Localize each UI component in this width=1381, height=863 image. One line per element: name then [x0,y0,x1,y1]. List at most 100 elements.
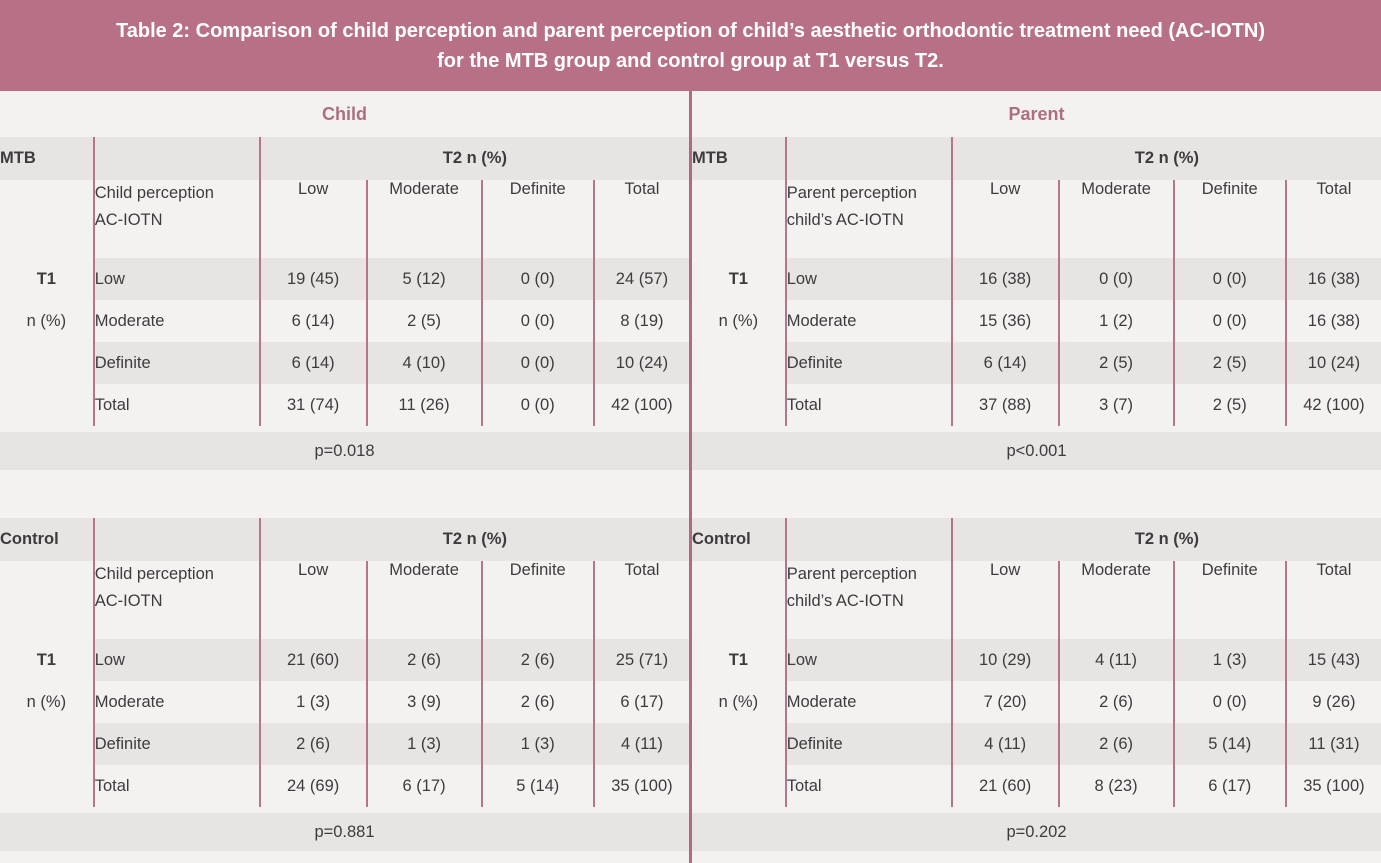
value-cell: 8 (23) [1057,765,1174,807]
column-header-definite: Definite [1172,561,1286,639]
value-cell: 21 (60) [258,639,367,681]
empty-cell [0,342,94,384]
perception-header-line2: child’s AC-IOTN [786,211,904,229]
group-header-row: Control T2 n (%) [692,518,1381,561]
group-header-row: MTB T2 n (%) [0,137,689,180]
table-title-banner: Table 2: Comparison of child perception … [0,0,1381,91]
value-cell: 35 (100) [1284,765,1381,807]
row-label: Low [92,639,260,681]
value-cell: 0 (0) [1172,258,1286,300]
group-header-row: Control T2 n (%) [0,518,689,561]
parent-panel-heading: Parent [1008,103,1065,124]
value-cell: 0 (0) [480,300,594,342]
value-cell: 7 (20) [950,681,1059,723]
value-cell: 11 (26) [365,384,482,426]
value-cell: 1 (3) [365,723,482,765]
panel-divider [689,91,692,863]
side-label-t1: T1 [692,258,786,300]
column-header-row: Parent perception child’s AC-IOTN Low Mo… [692,561,1381,639]
perception-header-line2: AC-IOTN [94,592,163,610]
value-cell: 4 (11) [950,723,1059,765]
value-cell: 31 (74) [258,384,367,426]
row-label: Definite [784,723,952,765]
row-label: Definite [92,342,260,384]
row-label: Total [784,765,952,807]
value-cell: 6 (17) [592,681,689,723]
empty-cell [692,342,786,384]
empty-cell [0,561,94,639]
perception-header-line1: Child perception [94,184,214,202]
table-row: T1 Low 21 (60) 2 (6) 2 (6) 25 (71) [0,639,689,681]
value-cell: 9 (26) [1284,681,1381,723]
row-label: Low [92,258,260,300]
table-row: T1 Low 10 (29) 4 (11) 1 (3) 15 (43) [692,639,1381,681]
side-label-t1: T1 [0,639,94,681]
table-row: Definite 2 (6) 1 (3) 1 (3) 4 (11) [0,723,689,765]
value-cell: 1 (3) [258,681,367,723]
p-value: p<0.001 [692,432,1381,470]
value-cell: 1 (3) [480,723,594,765]
side-label-npct: n (%) [692,681,786,723]
table-row: Total 21 (60) 8 (23) 6 (17) 35 (100) [692,765,1381,807]
child-control-table: Control T2 n (%) Child perception AC-IOT… [0,518,689,807]
value-cell: 21 (60) [950,765,1059,807]
column-header-definite: Definite [1172,180,1286,258]
value-cell: 16 (38) [1284,258,1381,300]
value-cell: 2 (5) [365,300,482,342]
empty-cell [692,561,786,639]
empty-cell [0,765,94,807]
perception-header: Child perception AC-IOTN [92,180,260,258]
row-label: Total [784,384,952,426]
value-cell: 6 (17) [365,765,482,807]
child-mtb-table: MTB T2 n (%) Child perception AC-IOTN Lo… [0,137,689,426]
value-cell: 5 (14) [1172,723,1286,765]
side-label-npct: n (%) [0,681,94,723]
t2-header: T2 n (%) [258,137,689,180]
value-cell: 0 (0) [1172,300,1286,342]
value-cell: 0 (0) [1172,681,1286,723]
row-label: Total [92,384,260,426]
perception-header: Parent perception child’s AC-IOTN [784,561,952,639]
value-cell: 37 (88) [950,384,1059,426]
panels-container: Child MTB T2 n (%) Child perception AC-I… [0,91,1381,863]
value-cell: 2 (5) [1057,342,1174,384]
column-header-row: Child perception AC-IOTN Low Moderate De… [0,561,689,639]
value-cell: 6 (17) [1172,765,1286,807]
column-header-total: Total [1284,180,1381,258]
column-header-total: Total [1284,561,1381,639]
parent-control-table: Control T2 n (%) Parent perception child… [692,518,1381,807]
row-label: Moderate [784,681,952,723]
column-header-row: Parent perception child’s AC-IOTN Low Mo… [692,180,1381,258]
value-cell: 6 (14) [950,342,1059,384]
value-cell: 16 (38) [1284,300,1381,342]
table-row: Definite 4 (11) 2 (6) 5 (14) 11 (31) [692,723,1381,765]
value-cell: 6 (14) [258,342,367,384]
p-value: p=0.018 [0,432,689,470]
empty-cell [692,723,786,765]
column-header-moderate: Moderate [1057,180,1174,258]
value-cell: 4 (11) [1057,639,1174,681]
column-header-definite: Definite [480,180,594,258]
perception-header-line1: Child perception [94,565,214,583]
t2-header: T2 n (%) [258,518,689,561]
value-cell: 5 (12) [365,258,482,300]
value-cell: 35 (100) [592,765,689,807]
column-header-low: Low [258,180,367,258]
perception-header-line1: Parent perception [786,184,917,202]
value-cell: 10 (29) [950,639,1059,681]
table-title-line2: for the MTB group and control group at T… [437,49,944,72]
value-cell: 19 (45) [258,258,367,300]
value-cell: 4 (11) [592,723,689,765]
table-row: T1 Low 16 (38) 0 (0) 0 (0) 16 (38) [692,258,1381,300]
empty-cell [692,384,786,426]
group-label: MTB [0,137,94,180]
empty-cell [692,180,786,258]
value-cell: 10 (24) [592,342,689,384]
table-row: Definite 6 (14) 4 (10) 0 (0) 10 (24) [0,342,689,384]
value-cell: 2 (6) [365,639,482,681]
column-header-moderate: Moderate [365,180,482,258]
group-label: MTB [692,137,786,180]
value-cell: 16 (38) [950,258,1059,300]
table-row: Definite 6 (14) 2 (5) 2 (5) 10 (24) [692,342,1381,384]
